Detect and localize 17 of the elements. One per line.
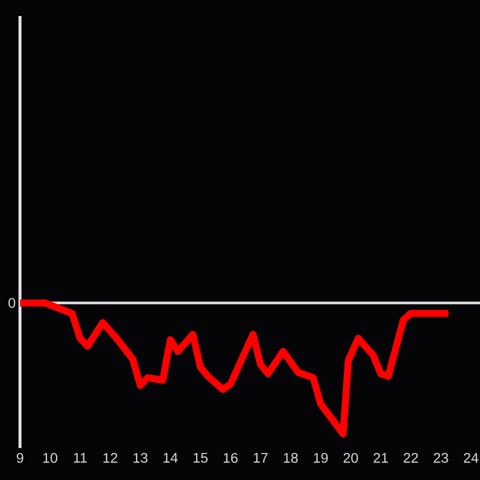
x-tick-label: 17 (254, 452, 268, 463)
x-tick-label: 22 (404, 452, 418, 463)
x-tick-label: 18 (284, 452, 298, 463)
x-tick-label: 13 (134, 452, 148, 463)
x-tick-label: 11 (74, 452, 87, 463)
x-tick-label: 15 (194, 452, 208, 463)
x-tick-label: 16 (224, 452, 238, 463)
x-tick-label: 10 (43, 452, 58, 463)
x-tick-label: 19 (314, 452, 328, 463)
x-tick-label: 24 (464, 452, 478, 463)
ref-line-label: 0 (8, 298, 16, 308)
x-tick-label: 21 (374, 452, 388, 463)
x-tick-label: 20 (344, 452, 358, 463)
x-tick-label: 23 (434, 452, 448, 463)
x-tick-label: 12 (103, 452, 118, 463)
x-tick-label: 9 (16, 452, 24, 463)
x-tick-label: 14 (164, 452, 178, 463)
